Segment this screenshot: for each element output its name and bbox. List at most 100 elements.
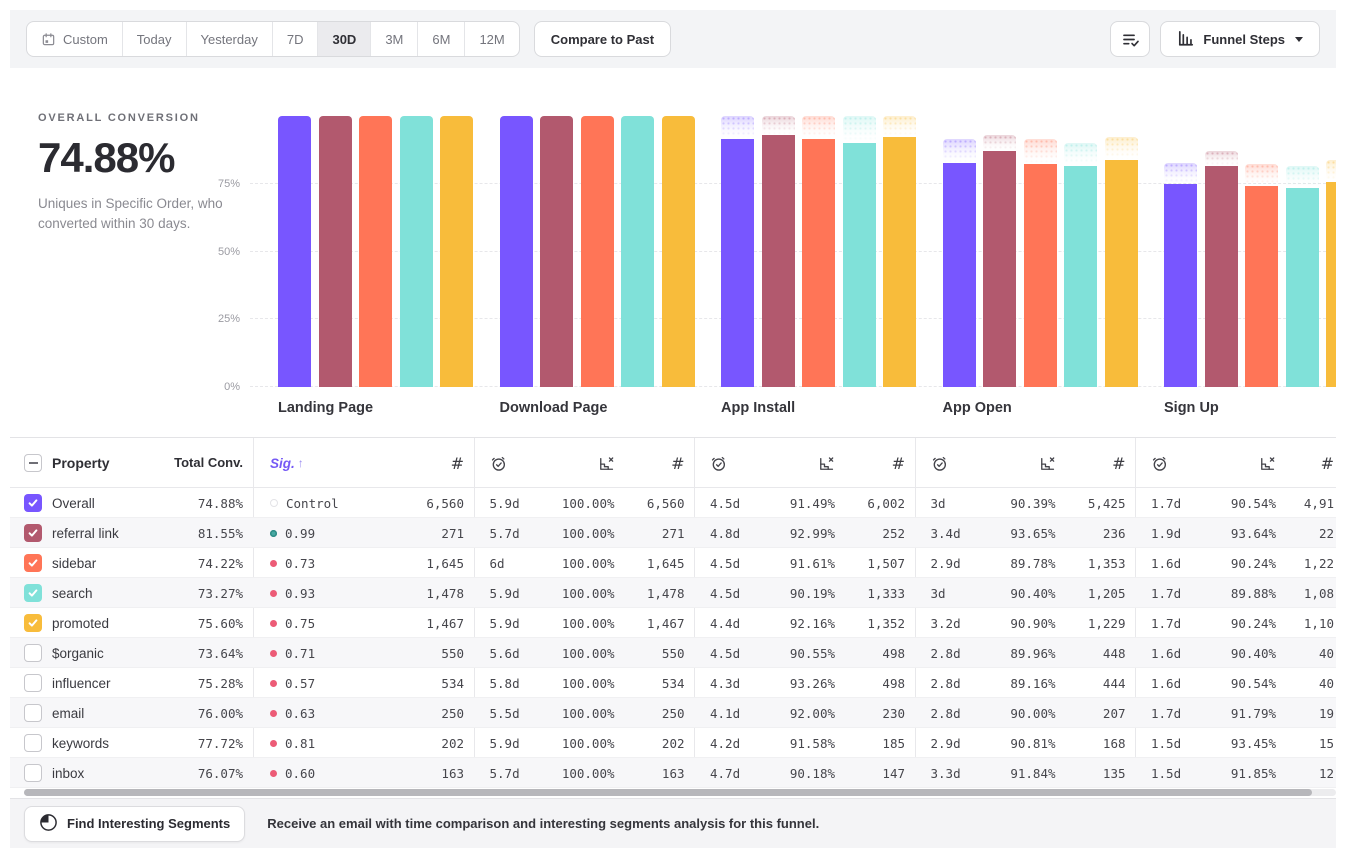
row-checkbox[interactable] — [24, 704, 42, 722]
step-time: 1.7d — [1151, 495, 1182, 511]
bar-overall-app-open[interactable] — [942, 139, 976, 387]
count-column-header[interactable]: # — [671, 453, 685, 473]
bar-promoted-download-page[interactable] — [661, 116, 695, 387]
compare-to-past-button[interactable]: Compare to Past — [533, 21, 672, 57]
time-column-header[interactable] — [931, 438, 955, 488]
bar-fill — [721, 139, 754, 387]
row-checkbox[interactable] — [24, 524, 42, 542]
horizontal-scrollbar-thumb[interactable] — [24, 789, 1312, 796]
step-rate: 92.16% — [789, 615, 835, 631]
bar-promoted-app-open[interactable] — [1104, 137, 1138, 387]
table-row-inbox: inbox 76.07% 0.60 163 5.7d 100.00% 163 4.7d 90.1… — [10, 758, 1336, 788]
time-column-header[interactable] — [490, 438, 514, 488]
date-range-7d[interactable]: 7D — [273, 22, 319, 56]
date-range-30d[interactable]: 30D — [318, 22, 372, 56]
count-column-header[interactable]: # — [891, 453, 905, 473]
row-checkbox[interactable] — [24, 674, 42, 692]
bar-referral-link-landing-page[interactable] — [318, 116, 352, 387]
date-range-today[interactable]: Today — [123, 22, 187, 56]
bar-overall-app-install[interactable] — [721, 116, 754, 387]
step-count: 230 — [882, 705, 905, 721]
bar-overall-sign-up[interactable] — [1164, 162, 1197, 387]
bar-fill — [1064, 166, 1097, 387]
bar-search-app-install[interactable] — [842, 116, 876, 387]
count-column-header[interactable]: # — [450, 453, 464, 473]
find-interesting-segments-button[interactable]: Find Interesting Segments — [24, 805, 246, 842]
step-time: 4.7d — [710, 765, 741, 781]
date-range-yesterday[interactable]: Yesterday — [187, 22, 273, 56]
bar-overall-download-page[interactable] — [499, 116, 533, 387]
bar-referral-link-app-open[interactable] — [983, 135, 1016, 387]
bar-sidebar-sign-up[interactable] — [1245, 164, 1278, 387]
bar-search-app-open[interactable] — [1064, 142, 1097, 387]
bar-referral-link-sign-up[interactable] — [1204, 151, 1238, 387]
date-range-label: 7D — [286, 31, 304, 47]
bar-search-landing-page[interactable] — [399, 116, 433, 387]
conversion-rate-icon — [1040, 456, 1054, 470]
date-range-3m[interactable]: 3M — [371, 22, 419, 56]
row-checkbox[interactable] — [24, 494, 42, 512]
bar-sidebar-app-install[interactable] — [802, 116, 835, 387]
row-checkbox[interactable] — [24, 644, 42, 662]
row-checkbox[interactable] — [24, 734, 42, 752]
bar-fill — [842, 142, 876, 387]
bar-sidebar-app-open[interactable] — [1023, 138, 1057, 387]
row-checkbox[interactable] — [24, 614, 42, 632]
total-conv-value: 76.07% — [197, 765, 243, 781]
bar-referral-link-app-install[interactable] — [761, 116, 795, 387]
date-range-custom[interactable]: Custom — [27, 22, 123, 56]
list-options-button[interactable] — [1110, 21, 1151, 57]
date-range-6m[interactable]: 6M — [418, 22, 466, 56]
chart-plot — [250, 116, 1336, 387]
table-header: Property Total Conv. Sig. ↑ # # # # # — [10, 438, 1336, 488]
row-checkbox[interactable] — [24, 764, 42, 782]
count-column-header[interactable]: # — [1112, 453, 1126, 473]
bar-search-sign-up[interactable] — [1285, 166, 1319, 387]
date-range-12m[interactable]: 12M — [465, 22, 518, 56]
step-rate: 93.64% — [1230, 525, 1276, 541]
bar-fill — [540, 116, 573, 387]
step-rate: 89.16% — [1010, 675, 1056, 691]
count-column-header[interactable]: # — [1320, 453, 1334, 473]
bar-promoted-app-install[interactable] — [883, 116, 916, 387]
step-count: 15 — [1318, 735, 1334, 751]
rate-column-header[interactable] — [794, 438, 835, 488]
bar-dropoff-ghost — [1285, 166, 1319, 189]
rate-column-header[interactable] — [1015, 438, 1056, 488]
step-rate: 90.81% — [1010, 735, 1056, 751]
rate-column-header[interactable] — [1235, 438, 1276, 488]
table-row-overall: Overall 74.88% Control 6,560 5.9d 100.00% 6,56… — [10, 488, 1336, 518]
step-time: 5.8d — [489, 675, 520, 691]
step-rate: 92.99% — [789, 525, 835, 541]
bar-search-download-page[interactable] — [621, 116, 654, 387]
bar-overall-landing-page[interactable] — [278, 116, 311, 387]
row-checkbox[interactable] — [24, 584, 42, 602]
step-count: 6,002 — [867, 495, 905, 511]
bar-sidebar-download-page[interactable] — [580, 116, 614, 387]
step-time: 4.5d — [710, 645, 741, 661]
step-count: 4,91 — [1303, 495, 1334, 511]
step-time: 4.5d — [710, 495, 741, 511]
rate-column-header[interactable] — [574, 438, 615, 488]
time-column-header[interactable] — [1151, 438, 1175, 488]
step-count: 1,353 — [1087, 555, 1126, 571]
step-count: 1,478 — [646, 585, 685, 601]
bar-fill — [1326, 182, 1336, 387]
bar-promoted-landing-page[interactable] — [440, 116, 473, 387]
significance-dot — [270, 559, 277, 567]
step-time: 5.6d — [489, 645, 520, 661]
bar-fill — [983, 151, 1016, 387]
bar-referral-link-download-page[interactable] — [540, 116, 573, 387]
bar-promoted-sign-up[interactable] — [1326, 159, 1336, 387]
time-column-header[interactable] — [710, 438, 734, 488]
funnel-steps-dropdown[interactable]: Funnel Steps — [1160, 21, 1320, 57]
step-rate: 90.18% — [789, 765, 835, 781]
row-checkbox[interactable] — [24, 554, 42, 572]
step-rate: 90.55% — [789, 645, 835, 661]
select-all-checkbox[interactable] — [24, 454, 42, 472]
bar-sidebar-landing-page[interactable] — [359, 116, 392, 387]
step-count: 498 — [882, 645, 905, 661]
step-rate: 93.45% — [1230, 735, 1276, 751]
sig-column-header[interactable]: Sig. ↑ — [270, 438, 360, 488]
calendar-icon — [42, 32, 55, 45]
